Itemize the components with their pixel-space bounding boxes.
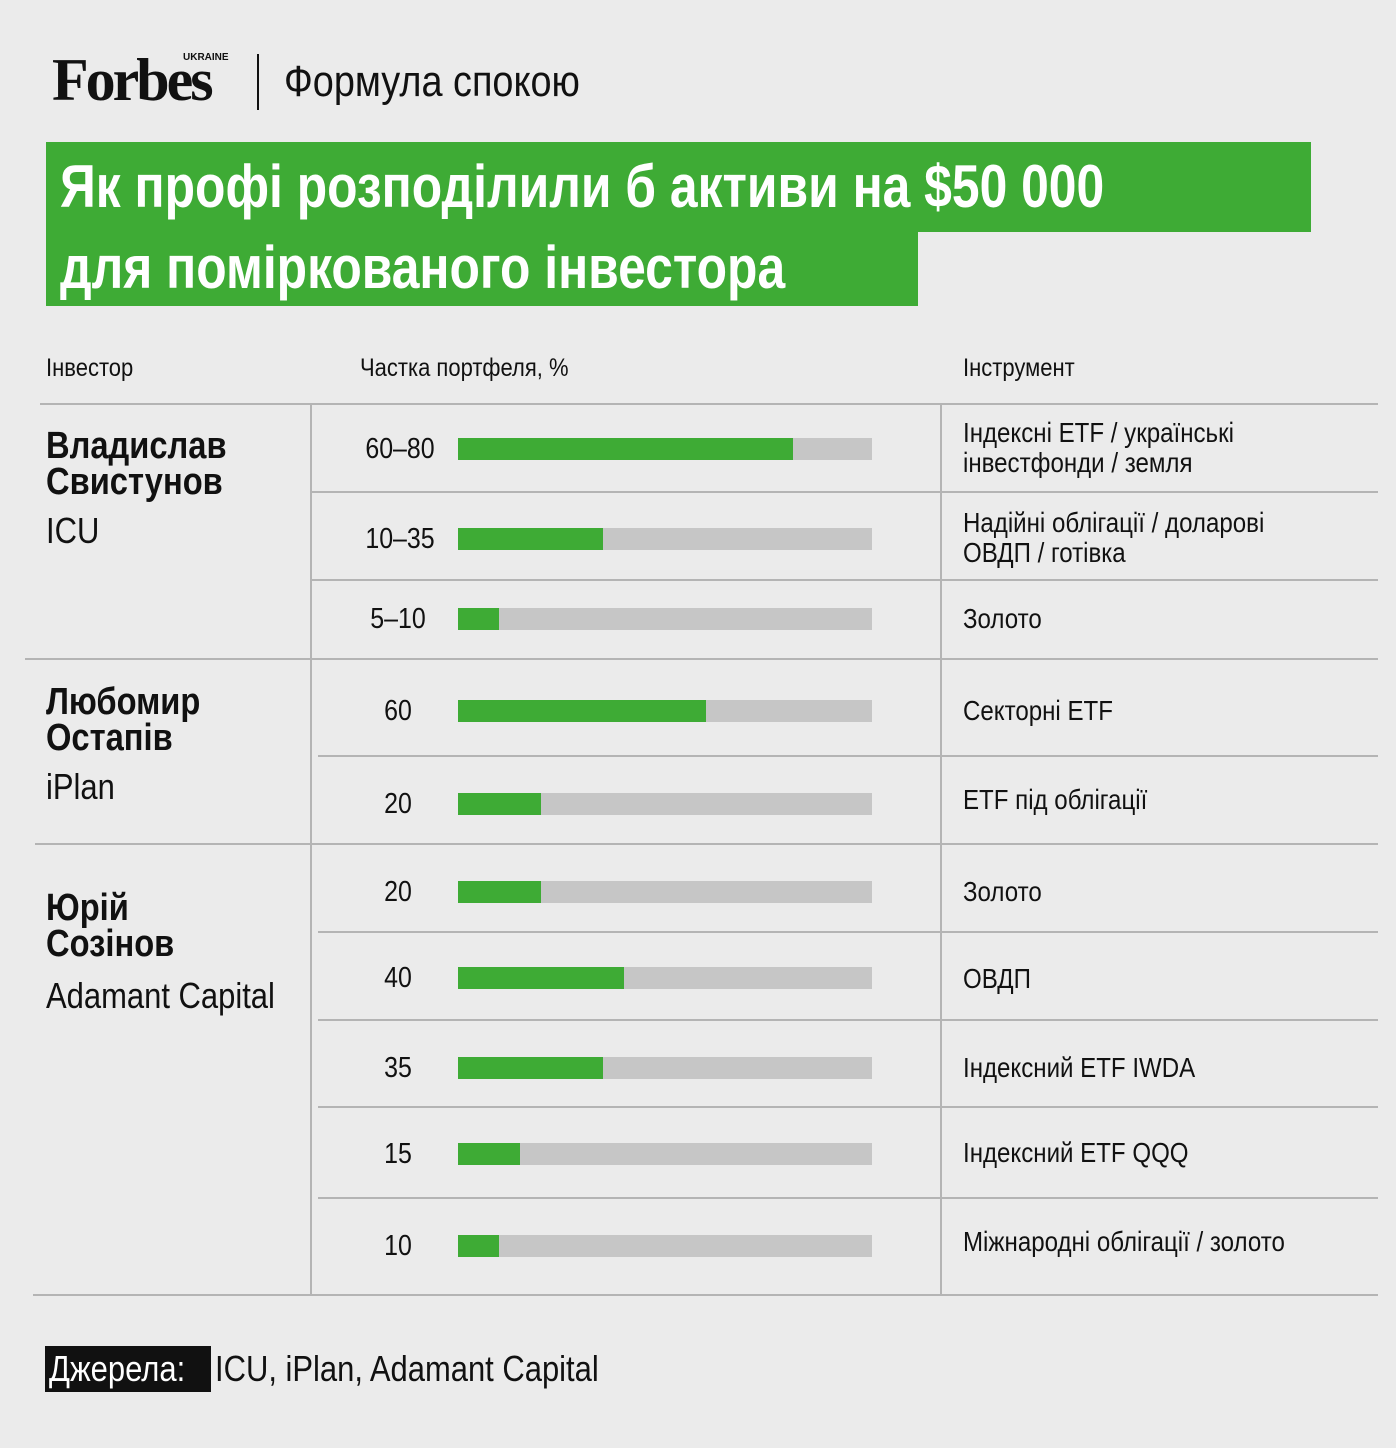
investor-name-line-1: Юрій	[46, 887, 129, 929]
instrument-label: Золото	[963, 877, 1042, 907]
bar-value-label: 20	[384, 876, 412, 908]
bar-value-label: 60	[384, 695, 412, 727]
bar-track	[458, 1057, 872, 1079]
instrument-line-1: Індексний ETF IWDA	[963, 1052, 1196, 1083]
instrument-line-1: Індексні ETF / українські	[963, 417, 1234, 448]
row-divider	[318, 755, 1378, 757]
investor-name-line-1: Любомир	[46, 681, 201, 723]
bar-value-label: 10–35	[365, 523, 435, 555]
bar-value-label: 35	[384, 1052, 412, 1084]
header-share: Частка портфеля, %	[360, 354, 569, 382]
instrument-label: Секторні ETF	[963, 696, 1113, 726]
instrument-label: Золото	[963, 604, 1042, 634]
bar-track	[458, 528, 872, 550]
source-note: Джерела: ICU, iPlan, Adamant Capital	[45, 1346, 662, 1392]
group-divider	[25, 658, 1378, 660]
bar-value-label: 5–10	[370, 603, 426, 635]
column-divider-left	[310, 404, 312, 1295]
row-divider	[318, 1197, 1378, 1199]
bar-value-label: 60–80	[365, 433, 435, 465]
bar-track	[458, 1235, 872, 1257]
instrument-line-2: ОВДП / готівка	[963, 537, 1126, 568]
section-title: Формула спокою	[284, 57, 580, 106]
bar	[458, 881, 541, 903]
bar-track	[458, 438, 872, 460]
bar-track	[458, 967, 872, 989]
header-instrument: Інструмент	[963, 354, 1075, 382]
instrument-line-1: Індексний ETF QQQ	[963, 1137, 1189, 1168]
bar	[458, 967, 624, 989]
brand-divider	[257, 54, 259, 110]
bar	[458, 1235, 499, 1257]
table-top-rule	[40, 403, 1378, 405]
group-divider	[35, 843, 1378, 845]
chart-title-line-2: для поміркованого інвестора	[46, 228, 918, 306]
instrument-line-1: Золото	[963, 603, 1042, 634]
instrument-label: ОВДП	[963, 964, 1031, 994]
instrument-line-2: інвестфонди / земля	[963, 447, 1193, 478]
brand-header: Forbes UKRAINE Формула спокою	[52, 48, 752, 118]
logo-edition: UKRAINE	[183, 52, 229, 63]
instrument-line-1: Надійні облігації / доларові	[963, 507, 1265, 538]
chart-title-line-1: Як профі розподілили б активи на $50 000	[46, 142, 1311, 232]
bar	[458, 700, 706, 722]
investor-name-line-2: Остапів	[46, 717, 173, 759]
bar	[458, 793, 541, 815]
bar-track	[458, 1143, 872, 1165]
instrument-line-1: Міжнародні облігації / золото	[963, 1226, 1285, 1257]
bar	[458, 608, 499, 630]
row-divider	[312, 579, 1378, 581]
row-divider	[312, 491, 1378, 493]
column-divider-right	[940, 404, 942, 1295]
investor-firm: ICU	[46, 510, 100, 551]
instrument-line-1: Золото	[963, 876, 1042, 907]
instrument-label: Індексний ETF IWDA	[963, 1053, 1195, 1083]
bar-track	[458, 881, 872, 903]
bar	[458, 1057, 603, 1079]
instrument-line-1: ETF під облігації	[963, 784, 1148, 815]
forbes-logo: Forbes	[52, 47, 214, 113]
source-label: Джерела:	[45, 1346, 212, 1392]
instrument-label: Надійні облігації / доларові ОВДП / готів…	[963, 508, 1264, 568]
bar-track	[458, 793, 872, 815]
bar-value-label: 40	[384, 962, 412, 994]
investor-name-line-1: Владислав	[46, 425, 227, 467]
instrument-label: Міжнародні облігації / золото	[963, 1227, 1285, 1257]
instrument-label: Індексні ETF / українські інвестфонди / з…	[963, 418, 1234, 478]
investor-name-line-2: Свистунов	[46, 461, 223, 503]
bar-value-label: 15	[384, 1138, 412, 1170]
investor-firm: iPlan	[46, 766, 115, 807]
instrument-label: Індексний ETF QQQ	[963, 1138, 1189, 1168]
row-divider	[318, 1019, 1378, 1021]
row-divider	[318, 1106, 1378, 1108]
bar-track	[458, 608, 872, 630]
table-bottom-rule	[33, 1294, 1378, 1296]
row-divider	[318, 931, 1378, 933]
bar-value-label: 10	[384, 1230, 412, 1262]
investor-firm: Adamant Capital	[46, 975, 275, 1016]
instrument-label: ETF під облігації	[963, 785, 1147, 815]
bar-track	[458, 700, 872, 722]
bar	[458, 528, 603, 550]
bar-value-label: 20	[384, 788, 412, 820]
investor-name-line-2: Созінов	[46, 923, 175, 965]
bar	[458, 1143, 520, 1165]
bar	[458, 438, 793, 460]
instrument-line-1: Секторні ETF	[963, 695, 1113, 726]
instrument-line-1: ОВДП	[963, 963, 1031, 994]
source-text: ICU, iPlan, Adamant Capital	[215, 1348, 600, 1389]
header-investor: Інвестор	[46, 354, 134, 382]
